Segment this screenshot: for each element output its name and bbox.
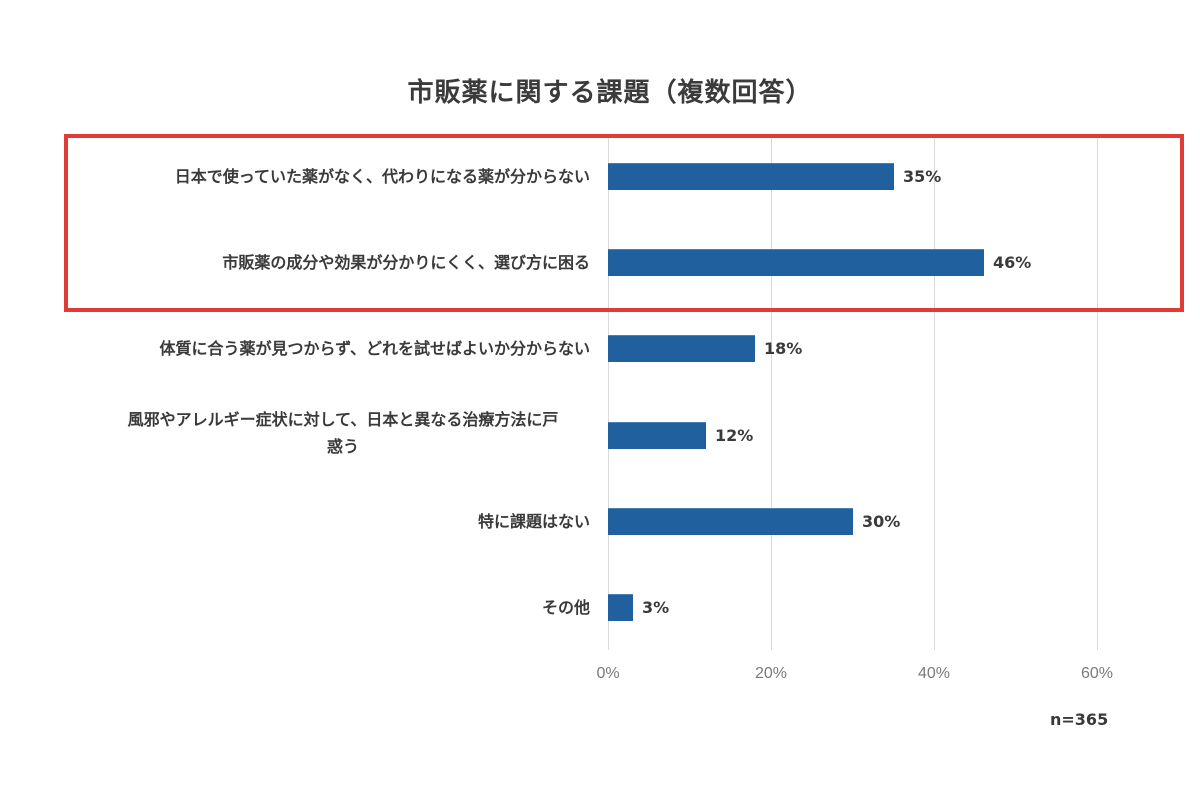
- x-tick-label: 20%: [754, 665, 788, 682]
- value-label: 35%: [903, 167, 942, 186]
- x-tick-label: 40%: [917, 665, 951, 682]
- category-label: その他: [541, 598, 590, 617]
- bar-row-1: [608, 163, 894, 190]
- bar-row-3: [608, 335, 755, 362]
- x-tick-label: 60%: [1080, 665, 1114, 682]
- value-label: 3%: [642, 598, 670, 617]
- bar-row-4: [608, 422, 706, 449]
- value-label: 18%: [764, 339, 803, 358]
- gridline-60: [1097, 135, 1098, 650]
- gridline-20: [771, 135, 772, 650]
- bar-row-6: [608, 594, 633, 621]
- category-label-line-1: 風邪やアレルギー症状に対して、日本と異なる治療方法に戸: [127, 410, 559, 429]
- chart-title: 市販薬に関する課題（複数回答）: [407, 78, 813, 108]
- category-label: 風邪やアレルギー症状に対して、日本と異なる治療方法に戸 惑う: [98, 406, 588, 460]
- sample-size-label: n=365: [1050, 710, 1109, 729]
- value-label: 46%: [993, 253, 1032, 272]
- bar-row-2: [608, 249, 984, 276]
- category-label: 特に課題はない: [477, 512, 590, 531]
- x-tick-label: 0%: [596, 665, 620, 682]
- category-label: 体質に合う薬が見つからず、どれを試せばよいか分からない: [159, 339, 590, 358]
- value-label: 12%: [715, 426, 754, 445]
- category-label: 市販薬の成分や効果が分かりにくく、選び方に困る: [222, 253, 590, 272]
- gridline-40: [934, 135, 935, 650]
- bar-row-5: [608, 508, 853, 535]
- value-label: 30%: [862, 512, 901, 531]
- category-label-line-2: 惑う: [326, 437, 359, 456]
- category-label: 日本で使っていた薬がなく、代わりになる薬が分からない: [174, 167, 590, 186]
- plot-area: [608, 135, 1098, 650]
- gridline-0: [608, 135, 609, 650]
